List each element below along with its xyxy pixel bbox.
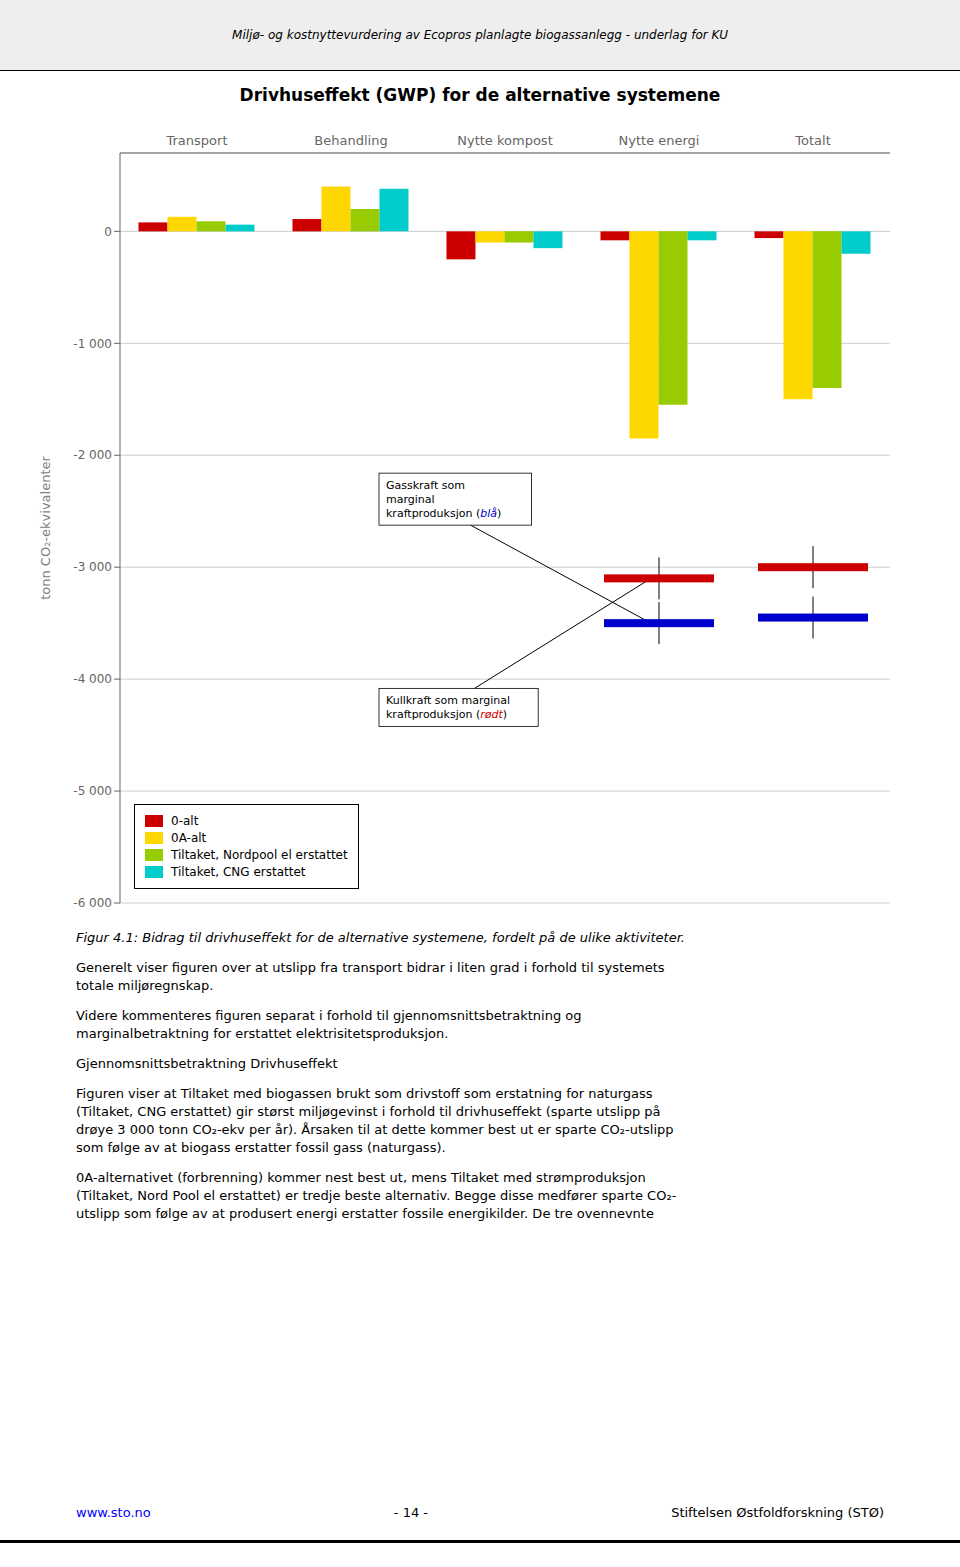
html-text:Miljø- og kostnyttevurdering a: Miljø- og kostnyttevurdering av Ecopros …: [232, 28, 728, 42]
html-text:Drivhuseffekt (GWP) for de alt: Drivhuseffekt (GWP) for de alternative s…: [239, 85, 721, 105]
svg-text:Kullkraft som marginalkraftpro: Kullkraft som marginalkraftproduksjon (r…: [386, 694, 510, 721]
html-text:Tiltaket, Nordpool el erstatte: Tiltaket, Nordpool el erstattet: [171, 848, 348, 862]
svg-text:-3 000: -3 000: [73, 560, 112, 574]
svg-text:-6 000: -6 000: [73, 896, 112, 910]
html-text:Figur 4.1: Bidrag til drivhuse: Figur 4.1: Bidrag til drivhuseffekt for …: [76, 930, 685, 945]
html-text:www.sto.no: www.sto.no: [76, 1505, 151, 1520]
svg-text:-2 000: -2 000: [73, 448, 112, 462]
html-text:Videre kommenteres figuren sep: Videre kommenteres figuren separat i for…: [76, 1008, 582, 1041]
svg-text:-4 000: -4 000: [73, 672, 112, 686]
html-text:Stiftelsen Østfoldforskning (S: Stiftelsen Østfoldforskning (STØ): [671, 1505, 884, 1520]
svg-text:tonn CO₂-ekvivalenter: tonn CO₂-ekvivalenter: [38, 456, 53, 600]
html-text:Generelt viser figuren over at: Generelt viser figuren over at utslipp f…: [76, 960, 665, 993]
html-text:Figuren viser at Tiltaket med: Figuren viser at Tiltaket med biogassen …: [76, 1086, 674, 1155]
svg-text:Nytte energi: Nytte energi: [619, 133, 700, 148]
svg-text:Totalt: Totalt: [794, 133, 830, 148]
html-text:Tiltaket, CNG erstattet: Tiltaket, CNG erstattet: [171, 865, 306, 879]
svg-text:Transport: Transport: [165, 133, 227, 148]
html-text:Gjennomsnittsbetraktning Drivh: Gjennomsnittsbetraktning Drivhuseffekt: [76, 1056, 338, 1071]
svg-text:-5 000: -5 000: [73, 784, 112, 798]
svg-text:Gasskraft sommarginalkraftprod: Gasskraft sommarginalkraftproduksjon (bl…: [386, 479, 501, 520]
html-text:0A-alt: 0A-alt: [171, 831, 207, 845]
html-text:0A-alternativet (forbrenning): 0A-alternativet (forbrenning) kommer nes…: [76, 1170, 677, 1221]
html-text:0-alt: 0-alt: [171, 814, 199, 828]
svg-text:-1 000: -1 000: [73, 337, 112, 351]
svg-text:Behandling: Behandling: [314, 133, 387, 148]
svg-text:0: 0: [104, 225, 112, 239]
svg-text:Nytte kompost: Nytte kompost: [457, 133, 553, 148]
html-text:- 14 -: - 14 -: [393, 1505, 428, 1520]
